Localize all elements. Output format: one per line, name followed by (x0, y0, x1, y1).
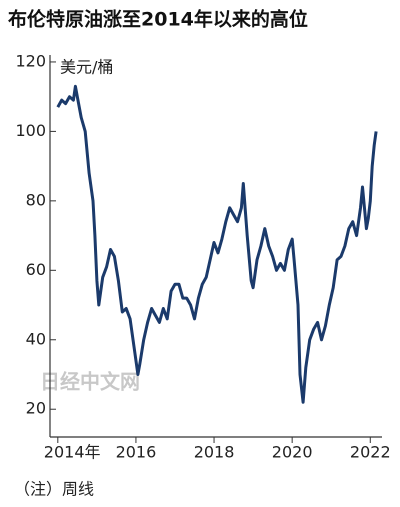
x-tick-label: 2018 (194, 443, 235, 462)
x-tick-label: 2014年 (44, 443, 101, 462)
x-tick-label: 2020 (272, 443, 313, 462)
y-tick-label: 40 (26, 329, 46, 348)
y-tick-label: 60 (26, 260, 46, 279)
y-tick-label: 120 (15, 51, 46, 70)
x-tick-label: 2022 (350, 443, 391, 462)
watermark: 日经中文网 (40, 370, 140, 394)
y-axis-label: 美元/桶 (60, 58, 113, 77)
y-tick-label: 80 (26, 190, 46, 209)
chart-title: 布伦特原油涨至2014年以来的高位 (8, 8, 308, 31)
price-line (56, 84, 378, 404)
y-tick-label: 20 (26, 399, 46, 418)
x-tick-label: 2016 (116, 443, 157, 462)
note: （注）周线 (14, 480, 94, 499)
y-tick-label: 100 (15, 121, 46, 140)
